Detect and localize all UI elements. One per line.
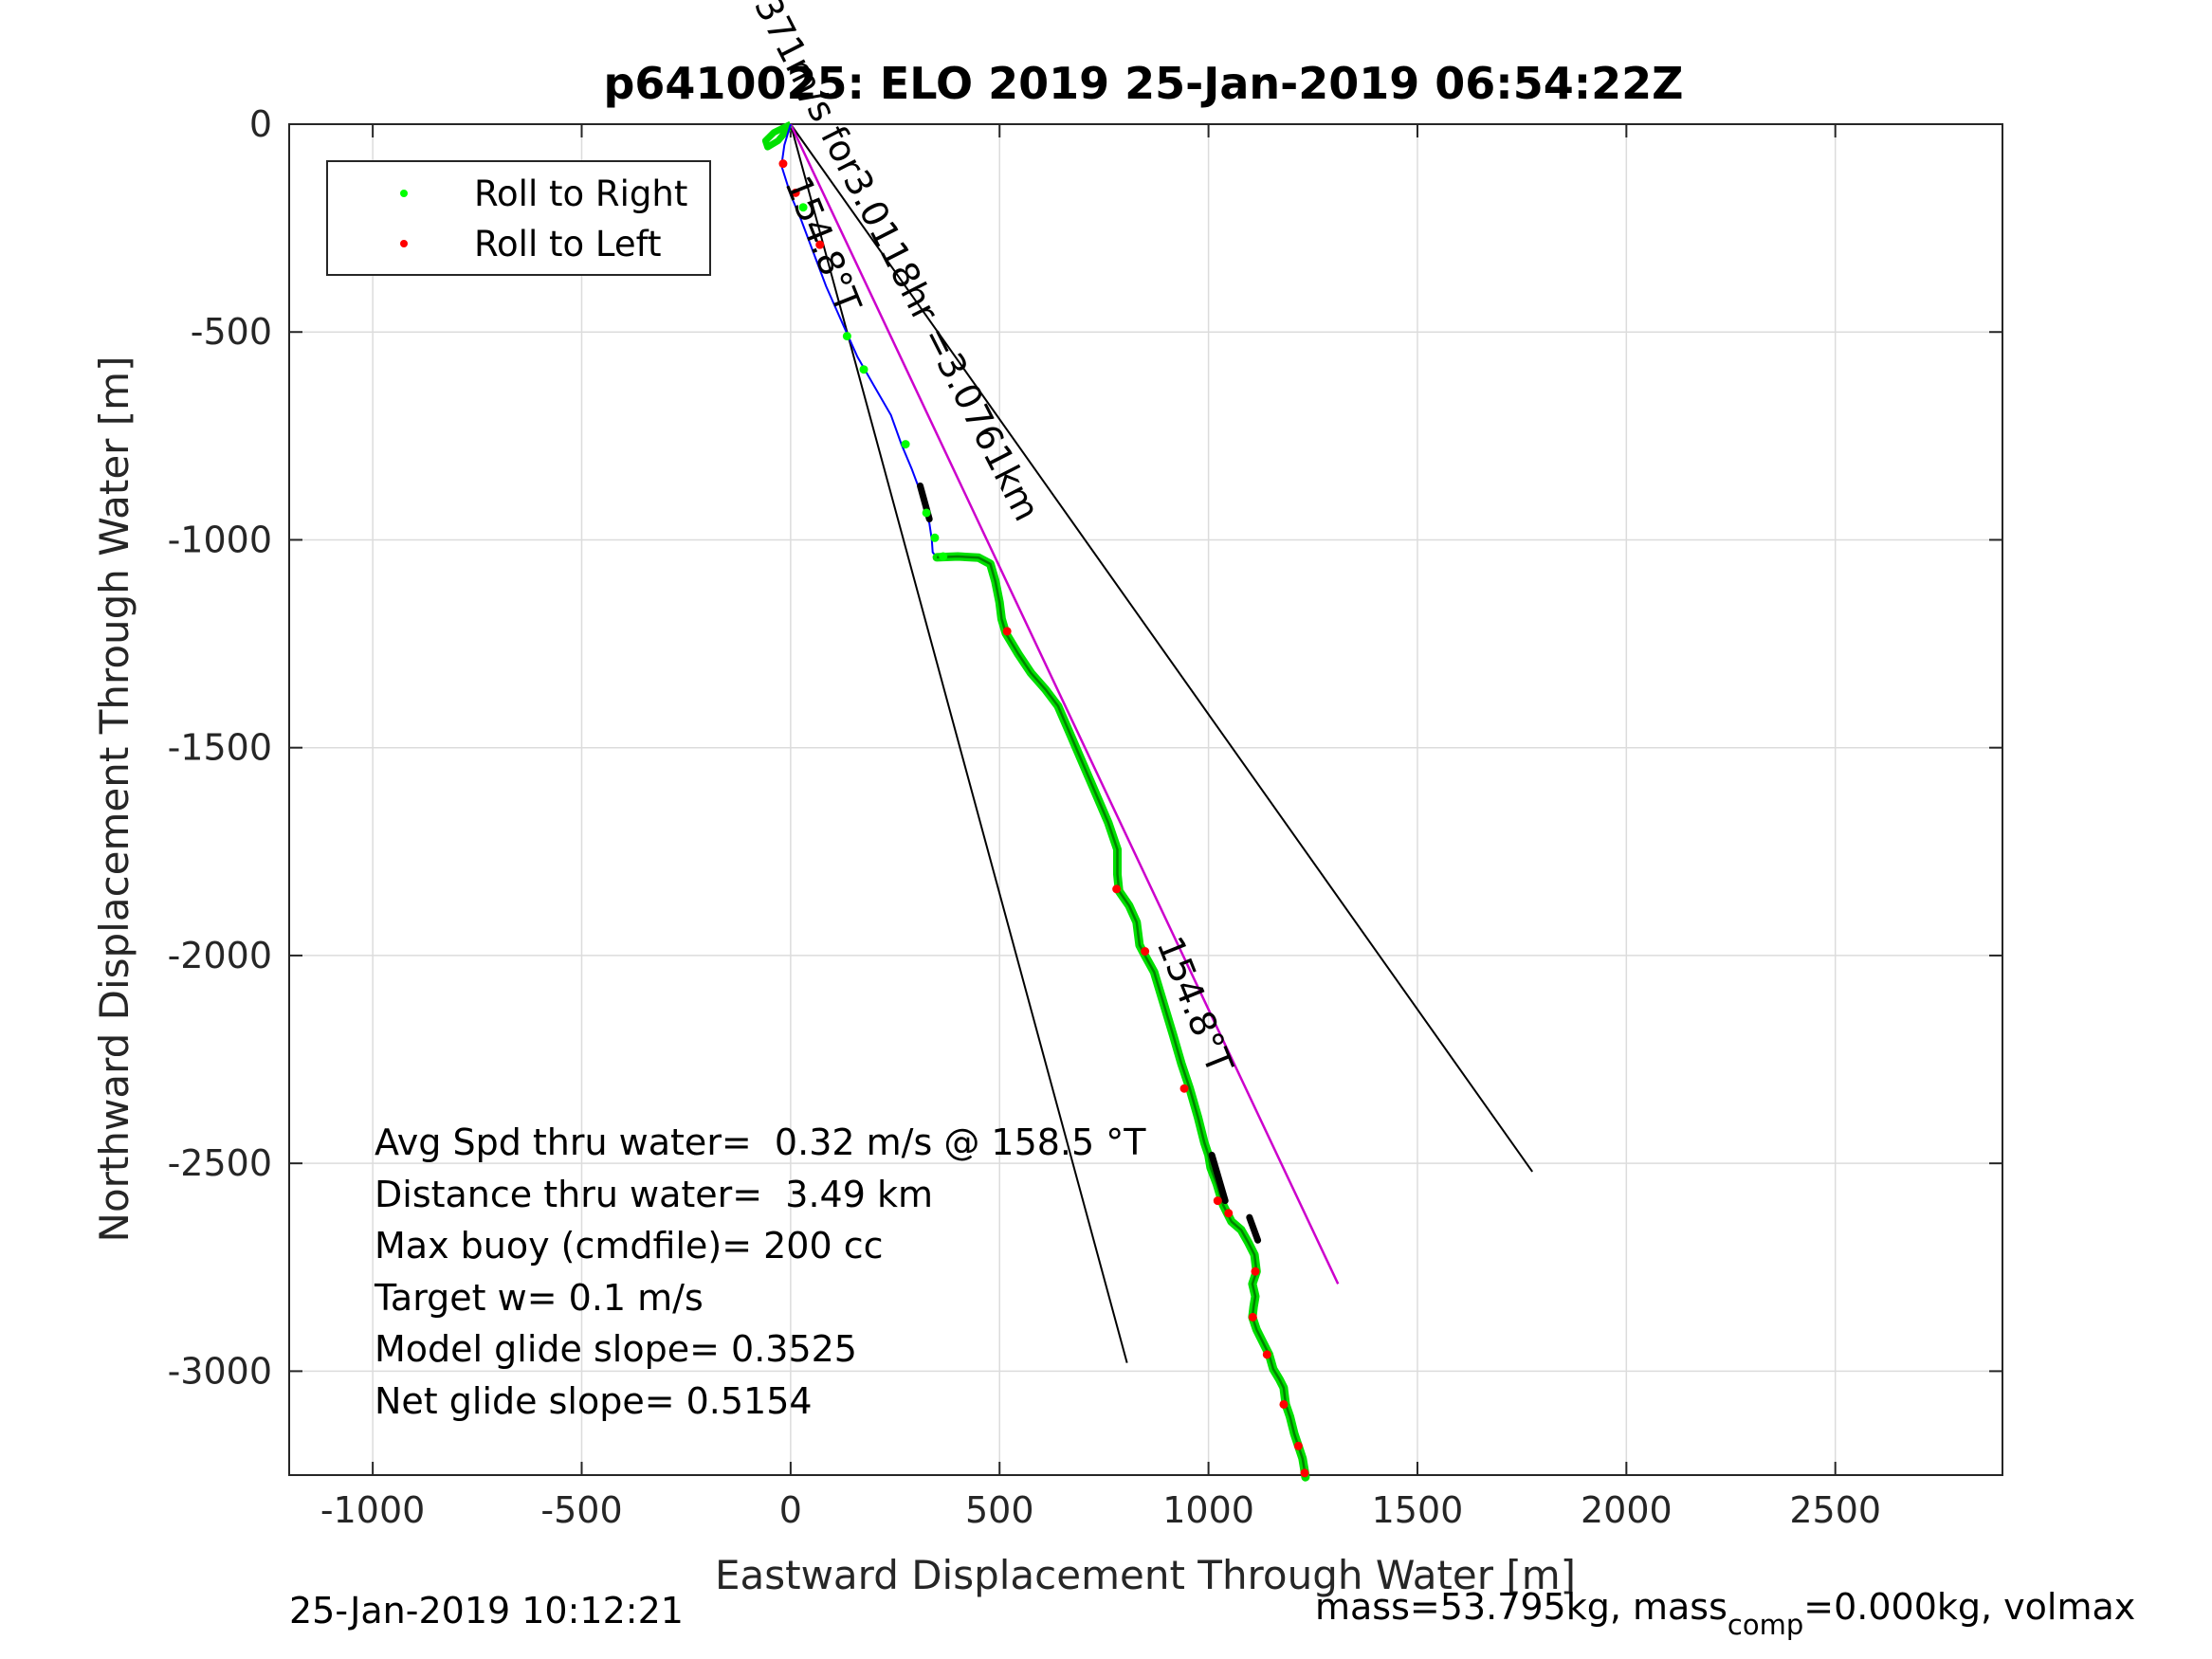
- footer-mass-prefix: mass=53.795kg, mass: [1315, 1586, 1728, 1628]
- y-tick-label: 0: [249, 103, 272, 145]
- stat-model-glide: Model glide slope= 0.3525: [375, 1328, 857, 1370]
- y-tick-label: -2500: [168, 1142, 272, 1184]
- roll-left-point: [1300, 1468, 1309, 1478]
- stat-avg-speed: Avg Spd thru water= 0.32 m/s @ 158.5 °T: [375, 1121, 1146, 1163]
- footer-mass-suffix: =0.000kg, volmax: [1803, 1586, 2135, 1628]
- x-tick-label: 0: [779, 1489, 802, 1531]
- roll-points: [778, 159, 1309, 1478]
- x-tick-label: 2500: [1789, 1489, 1881, 1531]
- legend-label-roll-left: Roll to Left: [474, 224, 662, 264]
- roll-right-point: [842, 332, 851, 341]
- roll-left-point: [1279, 1399, 1289, 1409]
- y-tick-label: -1000: [168, 519, 272, 560]
- track-start-loop: [761, 120, 793, 151]
- x-tick-label: 1000: [1162, 1489, 1254, 1531]
- y-tick-label: -2000: [168, 935, 272, 976]
- roll-left-point: [1141, 947, 1150, 957]
- track-segment-black: [1208, 1151, 1229, 1205]
- track-thick-inner: [937, 555, 1307, 1478]
- x-tick-label: 500: [965, 1489, 1034, 1531]
- legend-marker-roll-right: [400, 190, 408, 197]
- legend-marker-roll-left: [400, 240, 408, 247]
- roll-left-point: [1251, 1267, 1260, 1276]
- footer-mass: mass=53.795kg, masscomp=0.000kg, volmax: [1315, 1586, 2135, 1641]
- stat-distance: Distance thru water= 3.49 km: [375, 1174, 933, 1215]
- roll-left-point: [1179, 1084, 1189, 1093]
- track-segment-black: [1246, 1213, 1262, 1244]
- roll-left-point: [1293, 1441, 1303, 1450]
- footer-timestamp: 25-Jan-2019 10:12:21: [289, 1590, 684, 1632]
- stat-max-buoy: Max buoy (cmdfile)= 200 cc: [375, 1225, 884, 1267]
- footer-mass-subscript: comp: [1728, 1609, 1803, 1641]
- x-tick-label: -1000: [320, 1489, 425, 1531]
- roll-right-point: [939, 552, 948, 561]
- roll-left-point: [1002, 627, 1012, 636]
- stats-block: Avg Spd thru water= 0.32 m/s @ 158.5 °T …: [374, 1121, 1146, 1422]
- roll-left-point: [1248, 1312, 1257, 1322]
- roll-left-point: [1213, 1196, 1222, 1206]
- y-axis-label: Northward Displacement Through Water [m]: [91, 356, 137, 1243]
- roll-left-point: [815, 240, 825, 249]
- roll-left-point: [791, 188, 800, 197]
- legend-box: [326, 160, 711, 276]
- roll-left-point: [778, 159, 788, 169]
- axis-ticks: -1000 -500 0 500 1000 1500 2000 2500 0 -500 -1000 -…: [168, 103, 2002, 1531]
- y-tick-label: -1500: [168, 727, 272, 769]
- x-tick-label: 1500: [1372, 1489, 1464, 1531]
- x-tick-label: -500: [540, 1489, 622, 1531]
- cone-line-right: [790, 123, 1533, 1173]
- roll-right-point: [901, 440, 910, 449]
- x-tick-label: 2000: [1581, 1489, 1673, 1531]
- chart-title: p6410025: ELO 2019 25-Jan-2019 06:54:22Z: [604, 58, 1684, 109]
- roll-left-point: [1112, 884, 1122, 894]
- legend: Roll to Right Roll to Left: [326, 160, 711, 276]
- roll-right-point: [930, 533, 940, 542]
- stat-net-glide: Net glide slope= 0.5154: [375, 1380, 813, 1422]
- roll-right-point: [859, 365, 868, 374]
- stat-target-w: Target w= 0.1 m/s: [374, 1277, 704, 1319]
- roll-left-point: [1262, 1350, 1271, 1359]
- roll-left-point: [1224, 1209, 1234, 1218]
- roll-right-point: [798, 203, 808, 212]
- heading-line: [789, 123, 1340, 1285]
- y-tick-label: -500: [191, 311, 272, 353]
- y-tick-label: -3000: [168, 1350, 272, 1392]
- x-axis-label: Eastward Displacement Through Water [m]: [715, 1552, 1576, 1598]
- legend-label-roll-right: Roll to Right: [474, 173, 687, 214]
- track-thin: [780, 123, 938, 558]
- glider-track: [761, 120, 1310, 1482]
- plot-area: [288, 123, 2003, 1476]
- roll-right-point: [922, 508, 931, 518]
